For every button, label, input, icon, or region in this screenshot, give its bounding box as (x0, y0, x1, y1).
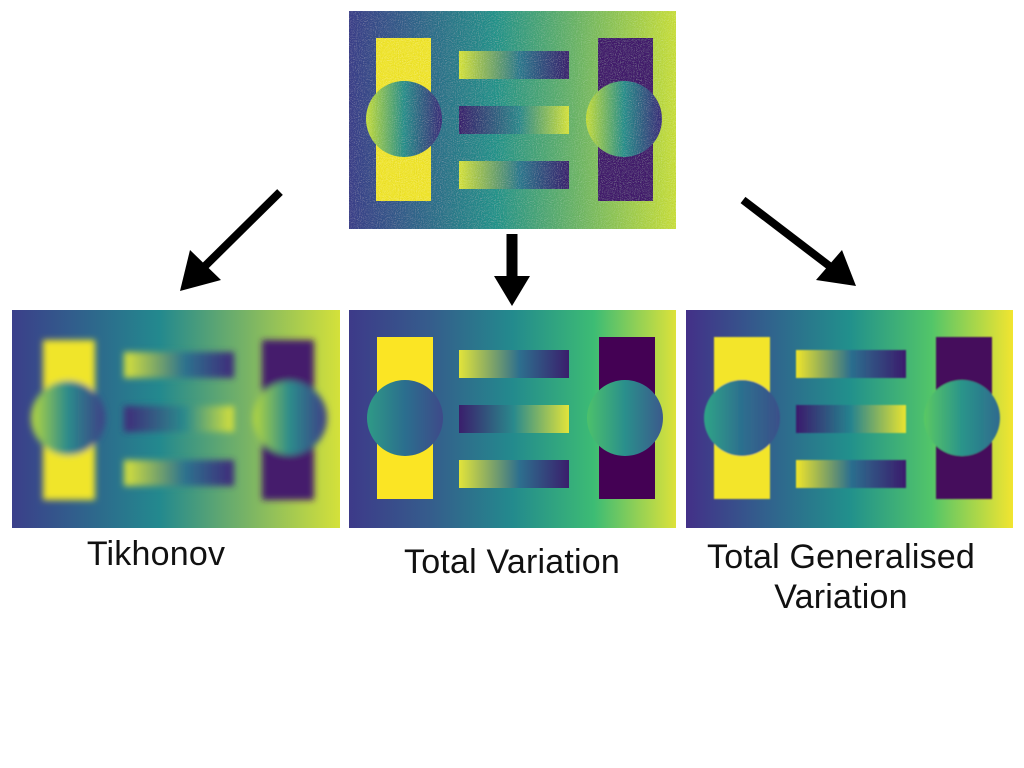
noisy-input-image (349, 11, 676, 229)
arrow-to-total-variation (494, 234, 530, 306)
caption-tgv-line2: Variation (774, 578, 908, 616)
tgv-result-image (686, 310, 1013, 528)
arrow-to-tikhonov (180, 189, 283, 291)
arrow-to-tgv (740, 196, 856, 286)
caption-tikhonov-text: Tikhonov (86, 535, 226, 573)
caption-tgv-line1: Total Generalised (707, 538, 975, 576)
caption-tikhonov: Tikhonov (40, 534, 272, 574)
caption-total-variation: Total Variation (380, 542, 644, 582)
caption-tgv: Total Generalised Variation (680, 537, 1002, 617)
total-variation-result-image (349, 310, 676, 528)
tikhonov-result-image (12, 310, 340, 528)
caption-total-variation-text: Total Variation (404, 543, 620, 581)
